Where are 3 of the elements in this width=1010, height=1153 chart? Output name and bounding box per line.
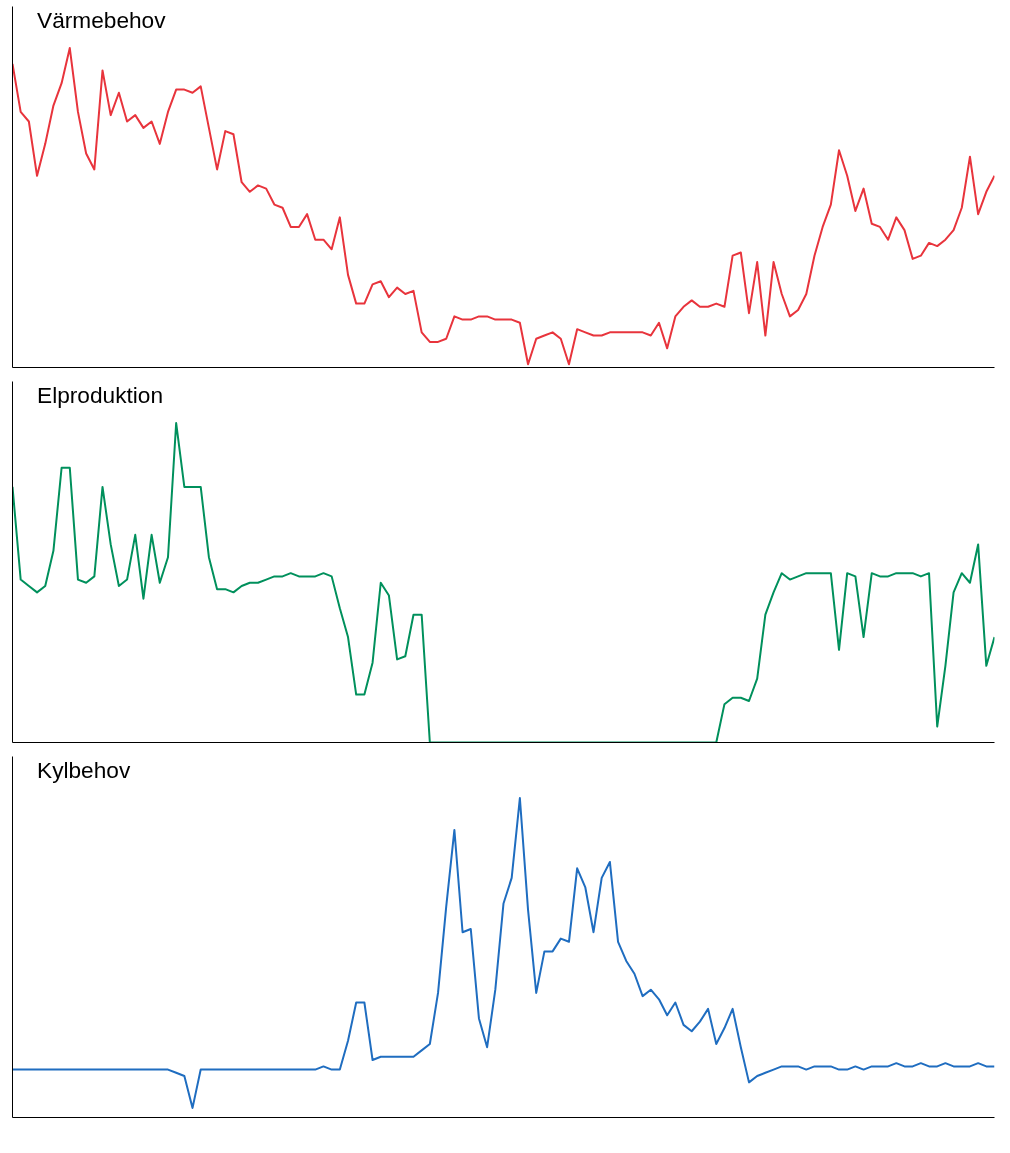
chart-title: Värmebehov xyxy=(37,6,167,33)
chart-title: Kylbehov xyxy=(37,756,131,783)
chart-title: Elproduktion xyxy=(37,381,163,408)
